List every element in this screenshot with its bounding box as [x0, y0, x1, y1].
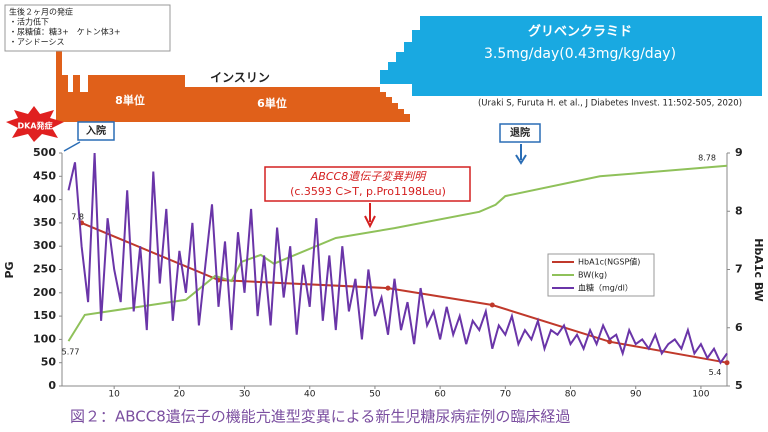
insulin-bar [56, 46, 410, 122]
x-tick-label: 20 [174, 390, 186, 400]
y2-tick-label: 5 [735, 379, 743, 392]
admission-label: 入院 [86, 124, 106, 137]
arrow [515, 144, 527, 165]
admission-box [77, 121, 115, 141]
data-label: 5.77 [62, 348, 80, 357]
y-tick-label: 400 [33, 193, 56, 206]
x-tick-label: 90 [630, 390, 642, 400]
y-tick-label: 500 [33, 146, 56, 159]
onset-label: DKA発症 [17, 121, 52, 131]
arrow [63, 141, 81, 152]
x-tick-label: 60 [434, 390, 446, 400]
y-tick-label: 200 [33, 286, 56, 299]
data-label: 5.4 [709, 368, 722, 377]
insulin-dose: 8単位 [115, 93, 145, 107]
arrow [364, 203, 376, 229]
y2-tick-label: 7 [735, 263, 743, 276]
y2-tick-label: 9 [735, 146, 743, 159]
point [385, 285, 391, 291]
insulin-dose: 6単位 [257, 96, 287, 110]
note: ・アシドーシス [9, 38, 65, 47]
insulin-label: インスリン [210, 71, 270, 85]
onset-burst [6, 106, 64, 142]
notes-box [4, 4, 171, 52]
x-tick-label: 70 [500, 390, 512, 400]
y-tick-label: 150 [33, 309, 56, 322]
y-tick-label: 350 [33, 216, 56, 229]
legend-label: HbA1c(NGSP値) [578, 257, 640, 267]
y-tick-label: 300 [33, 239, 56, 252]
y-tick-label: 450 [33, 169, 56, 182]
discharge-box [499, 123, 541, 143]
note: ・活力低下 [9, 17, 49, 27]
y-tick-label: 250 [33, 263, 56, 276]
legend-label: 血糖（mg/dl） [578, 283, 633, 293]
x-tick-label: 10 [108, 390, 120, 400]
caption: 図２：ABCC8遺伝子の機能亢進型変異による新生児糖尿病症例の臨床経過 [70, 408, 570, 426]
drug-dose: 3.5mg/day(0.43mg/kg/day) [484, 46, 676, 62]
point [724, 360, 730, 366]
x-tick-label: 80 [565, 390, 577, 400]
y-tick-label: 100 [33, 332, 56, 345]
y2-tick-label: 6 [735, 321, 743, 334]
discharge-label: 退院 [510, 126, 530, 139]
citation: (Uraki S, Furuta H. et al., J Diabetes I… [478, 99, 742, 109]
data-label: 7.8 [71, 212, 84, 221]
x-tick-label: 30 [239, 390, 251, 400]
series-line [67, 152, 728, 365]
x-tick-label: 100 [692, 390, 709, 400]
finding-label: (c.3593 C>T, p.Pro1198Leu) [290, 185, 446, 198]
finding-label: ABCC8遺伝子変異判明 [310, 170, 427, 183]
point [607, 339, 613, 345]
data-label: 8.78 [698, 153, 716, 162]
point [489, 302, 495, 308]
glibenclamide-bar [380, 16, 762, 96]
x-tick-label: 50 [369, 390, 381, 400]
x-tick-label: 40 [304, 390, 316, 400]
y2-tick-label: 8 [735, 204, 743, 217]
note: 生後２ヶ月の発症 [9, 7, 73, 17]
y-axis-title: PG [3, 261, 16, 278]
drug-label: グリベンクラミド [528, 24, 632, 40]
y2-axis-title: HbA1c BW [752, 238, 765, 302]
finding-box [264, 166, 471, 202]
y-tick-label: 50 [41, 356, 57, 369]
note: ・尿糖値：糖3+ ケトン体3+ [9, 27, 121, 37]
legend-label: BW(kg) [578, 271, 607, 280]
y-tick-label: 0 [48, 379, 56, 392]
